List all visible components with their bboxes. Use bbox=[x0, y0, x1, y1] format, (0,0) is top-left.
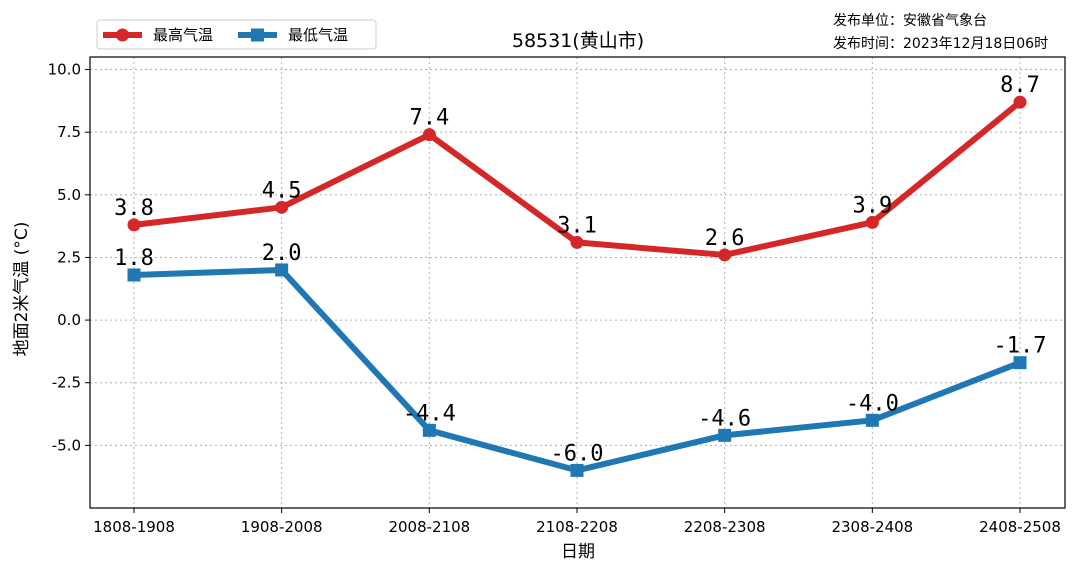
y-tick-label: 0.0 bbox=[57, 311, 81, 329]
data-label: 2.0 bbox=[262, 241, 302, 266]
x-tick-label: 1808-1908 bbox=[93, 518, 175, 536]
data-label: 4.5 bbox=[262, 178, 302, 203]
series-layer bbox=[127, 95, 1027, 477]
x-tick-label: 2308-2408 bbox=[831, 518, 913, 536]
data-point bbox=[718, 428, 732, 442]
x-tick-label: 2208-2308 bbox=[684, 518, 766, 536]
data-label: -6.0 bbox=[551, 441, 604, 466]
x-tick-label: 2408-2508 bbox=[979, 518, 1061, 536]
data-point bbox=[570, 463, 584, 477]
chart-title: 58531(黄山市) bbox=[512, 30, 644, 52]
data-label: -4.4 bbox=[403, 401, 456, 426]
x-axis-label: 日期 bbox=[561, 542, 595, 562]
legend-label: 最高气温 bbox=[153, 26, 213, 44]
y-tick-label: 2.5 bbox=[57, 248, 81, 266]
data-label: 7.4 bbox=[409, 106, 449, 131]
data-label: 3.8 bbox=[114, 196, 154, 221]
data-point bbox=[570, 235, 584, 249]
data-label: 3.1 bbox=[557, 213, 597, 238]
data-point bbox=[275, 263, 289, 277]
legend-marker bbox=[116, 28, 129, 42]
data-label: -4.0 bbox=[846, 391, 899, 416]
data-label: 1.8 bbox=[114, 246, 154, 271]
y-tick-label: -5.0 bbox=[52, 436, 81, 454]
data-label: -1.7 bbox=[994, 334, 1047, 359]
publisher-time: 发布时间：2023年12月18日06时 bbox=[833, 36, 1048, 52]
data-point bbox=[127, 218, 141, 232]
y-axis-label: 地面2米气温 (°C) bbox=[12, 222, 32, 357]
y-tick-label: 5.0 bbox=[57, 186, 81, 204]
y-tick-label: -2.5 bbox=[52, 374, 81, 392]
data-point bbox=[718, 248, 732, 262]
x-tick-label: 1908-2008 bbox=[241, 518, 323, 536]
data-point bbox=[422, 423, 436, 437]
legend-label: 最低气温 bbox=[288, 26, 348, 44]
legend-marker bbox=[251, 28, 264, 42]
data-point bbox=[865, 413, 879, 427]
x-tick-label: 2108-2208 bbox=[536, 518, 618, 536]
data-point bbox=[1013, 356, 1027, 370]
data-label: 3.9 bbox=[852, 193, 892, 218]
data-point bbox=[127, 268, 141, 282]
data-label: 2.6 bbox=[705, 226, 745, 251]
legend: 最高气温 最低气温 bbox=[96, 19, 377, 50]
data-point bbox=[1013, 95, 1027, 109]
data-point bbox=[275, 200, 289, 214]
data-label: 8.7 bbox=[1000, 73, 1040, 98]
y-tick-label: 7.5 bbox=[57, 123, 81, 141]
data-point bbox=[865, 215, 879, 229]
axes: -5.0 -2.5 0.0 2.5 5.0 7.5 10.0 1808-1908 1908-20… bbox=[48, 61, 1061, 536]
data-point bbox=[422, 128, 436, 142]
data-labels: 3.8 4.5 7.4 3.1 2.6 3.9 8.7 1.8 2.0 -4.4 -6.0 -4.6 -… bbox=[114, 73, 1046, 466]
publisher-unit: 发布单位：安徽省气象台 bbox=[833, 13, 987, 29]
legend-box bbox=[96, 19, 377, 50]
data-label: -4.6 bbox=[698, 406, 751, 431]
y-tick-label: 10.0 bbox=[48, 61, 81, 79]
x-tick-label: 2008-2108 bbox=[388, 518, 470, 536]
